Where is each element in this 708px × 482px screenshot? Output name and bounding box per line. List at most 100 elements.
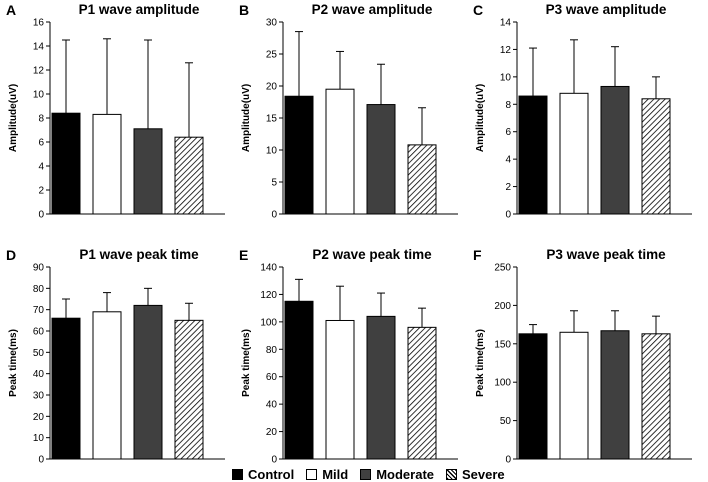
chart-panel-c: C P3 wave amplitude Amplitude(uV) 0 2 4 6 8 10 12… (473, 2, 692, 221)
y-tick-label: 20 (266, 82, 278, 93)
chart-title-c: P3 wave amplitude (546, 2, 667, 17)
y-tick-label: 250 (494, 263, 511, 274)
y-tick-label: 14 (33, 42, 45, 53)
y-tick-label: 10 (500, 72, 512, 83)
legend-swatch-control (232, 468, 243, 480)
panel-label-f: F (473, 247, 482, 263)
legend-swatch-mild (306, 468, 318, 480)
y-tick-label: 6 (505, 127, 511, 138)
y-tick-label: 90 (33, 263, 45, 274)
y-tick-label: 10 (33, 90, 45, 101)
bar-mild (559, 92, 589, 215)
y-tick-label: 80 (33, 284, 45, 295)
chart-title-f: P3 wave peak time (546, 247, 666, 262)
bar-control (51, 112, 81, 215)
y-tick-label: 4 (505, 155, 511, 166)
chart-panel-a: A P1 wave amplitude Amplitude(uV) 0 2 4 6 8 10 12… (6, 2, 225, 221)
legend-item-moderate: Moderate (360, 467, 434, 482)
y-tick-label: 25 (266, 50, 278, 61)
panel-label-a: A (6, 2, 16, 18)
legend-item-mild: Mild (306, 467, 348, 482)
legend-label-moderate: Moderate (376, 466, 435, 482)
chart-panel-b: B P2 wave amplitude Amplitude(uV) 0 5 10 15 20 2… (239, 2, 458, 221)
legend-label-mild: Mild (322, 466, 349, 482)
bar-mild (325, 319, 355, 460)
y-tick-label: 100 (260, 317, 277, 328)
y-tick-label: 60 (266, 372, 278, 383)
y-tick-label: 2 (38, 186, 44, 197)
bar-severe (407, 144, 437, 215)
panel-label-c: C (473, 2, 483, 18)
y-tick-label: 14 (500, 18, 512, 29)
bar-control (518, 333, 548, 460)
bar-control (518, 95, 548, 215)
panel-label-e: E (239, 247, 248, 263)
bar-control (51, 317, 81, 460)
y-axis-label-f: Peak time(ms) (475, 329, 486, 397)
y-tick-label: 70 (33, 305, 45, 316)
y-tick-label: 200 (494, 301, 511, 312)
chart-panel-d: D P1 wave peak time Peak time(ms) 0 10 20 30 40… (6, 247, 225, 466)
bar-severe (641, 333, 671, 460)
y-tick-label: 0 (271, 455, 277, 466)
y-tick-label: 40 (33, 369, 45, 380)
y-tick-label: 20 (266, 427, 278, 438)
chart-panel-e: E P2 wave peak time Peak time(ms) 0 20 40 60 80… (239, 247, 458, 466)
bar-severe (174, 136, 204, 215)
y-tick-label: 40 (266, 400, 278, 411)
y-tick-label: 60 (33, 327, 45, 338)
y-tick-label: 16 (33, 18, 45, 29)
y-tick-label: 150 (494, 339, 511, 350)
y-tick-label: 50 (500, 416, 512, 427)
y-tick-label: 12 (500, 45, 512, 56)
y-tick-label: 0 (505, 210, 511, 221)
y-tick-label: 0 (38, 210, 44, 221)
y-tick-label: 0 (271, 210, 277, 221)
legend-item-severe: Severe (446, 467, 505, 482)
y-tick-label: 5 (271, 178, 277, 189)
bar-moderate (133, 304, 163, 460)
bar-mild (559, 331, 589, 460)
bar-severe (407, 326, 437, 460)
chart-title-b: P2 wave amplitude (312, 2, 433, 17)
y-tick-label: 0 (505, 455, 511, 466)
y-tick-label: 120 (260, 290, 277, 301)
figure: A P1 wave amplitude Amplitude(uV) 0 2 4 6 8 10 12… (6, 2, 692, 466)
y-tick-label: 80 (266, 345, 278, 356)
y-tick-label: 12 (33, 66, 45, 77)
y-tick-label: 100 (494, 378, 511, 389)
legend-swatch-severe (446, 468, 458, 480)
bar-moderate (366, 315, 396, 460)
bar-control (284, 95, 314, 215)
bar-control (284, 300, 314, 460)
chart-title-e: P2 wave peak time (312, 247, 432, 262)
bar-moderate (133, 128, 163, 215)
legend-swatch-moderate (360, 468, 372, 480)
bar-mild (92, 113, 122, 215)
panel-label-d: D (6, 247, 16, 263)
y-axis-label-b: Amplitude(uV) (241, 84, 252, 152)
bar-severe (641, 98, 671, 215)
y-tick-label: 6 (38, 138, 44, 149)
bar-severe (174, 319, 204, 460)
y-tick-label: 8 (505, 100, 511, 111)
y-tick-label: 50 (33, 348, 45, 359)
chart-title-d: P1 wave peak time (79, 247, 199, 262)
chart-title-a: P1 wave amplitude (79, 2, 200, 17)
bar-mild (325, 88, 355, 215)
legend-label-severe: Severe (462, 466, 505, 482)
y-axis-label-c: Amplitude(uV) (475, 84, 486, 152)
bar-moderate (600, 330, 630, 460)
y-tick-label: 140 (260, 263, 277, 274)
chart-panel-f: F P3 wave peak time Peak time(ms) 0 50 100 150… (473, 247, 692, 466)
legend-label-control: Control (248, 466, 295, 482)
y-axis-label-e: Peak time(ms) (241, 329, 252, 397)
y-tick-label: 0 (38, 455, 44, 466)
y-axis-label-a: Amplitude(uV) (8, 84, 19, 152)
y-tick-label: 4 (38, 162, 44, 173)
y-tick-label: 8 (38, 114, 44, 125)
y-tick-label: 2 (505, 182, 511, 193)
y-tick-label: 10 (33, 433, 45, 444)
y-tick-label: 30 (266, 18, 278, 29)
bar-mild (92, 311, 122, 460)
